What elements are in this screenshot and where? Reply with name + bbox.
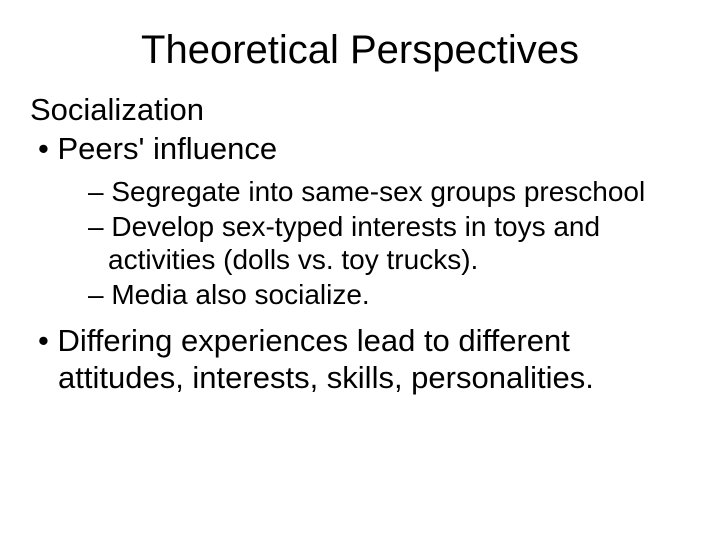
bullet-differing-experiences: Differing experiences lead to different … <box>30 322 690 396</box>
slide: Theoretical Perspectives Socialization P… <box>0 0 720 540</box>
spacer <box>30 314 690 320</box>
dash-develop: Develop sex-typed interests in toys and … <box>30 210 690 276</box>
dash-media: Media also socialize. <box>30 278 690 311</box>
bullet-peers-influence: Peers' influence <box>30 130 690 167</box>
text-socialization: Socialization <box>30 91 690 128</box>
dash-segregate: Segregate into same-sex groups preschool <box>30 175 690 208</box>
slide-title: Theoretical Perspectives <box>30 28 690 73</box>
